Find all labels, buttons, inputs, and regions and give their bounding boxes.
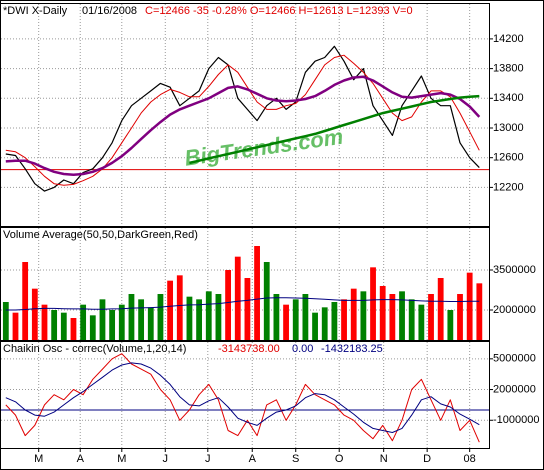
- volume-bar: [118, 304, 125, 340]
- y-tick-label: 13800: [493, 63, 524, 75]
- volume-bar: [350, 288, 357, 340]
- volume-bar: [215, 294, 222, 340]
- x-tick-label: M: [34, 453, 43, 465]
- y-tick-label: 5000000: [493, 353, 536, 365]
- x-tick-label: A: [77, 453, 85, 465]
- volume-bar: [457, 294, 463, 340]
- volume-bar: [379, 286, 386, 340]
- volume-bar: [331, 302, 338, 340]
- readout: -1432183.25: [321, 343, 383, 355]
- volume-bar: [99, 299, 106, 340]
- volume-bar: [418, 304, 425, 340]
- series-line: [5, 45, 480, 192]
- volume-bar: [321, 307, 328, 340]
- volume-bar: [89, 315, 96, 340]
- price-panel: [0, 3, 490, 227]
- x-tick-label: J: [205, 453, 211, 465]
- readout: 0.00: [292, 343, 313, 355]
- volume-bar: [360, 291, 367, 340]
- x-tick-label: 08: [464, 453, 476, 465]
- volume-bar: [466, 272, 473, 340]
- volume-bar: [389, 294, 396, 340]
- volume-bar: [428, 294, 434, 340]
- volume-bar: [476, 283, 483, 340]
- chaikin-title: Chaikin Osc - correc(Volume,1,20,14): [3, 343, 186, 355]
- volume-bar: [31, 288, 38, 340]
- volume-bar: [205, 291, 212, 340]
- series-line: [5, 54, 480, 186]
- volume-panel: [0, 227, 490, 341]
- volume-bar: [60, 312, 67, 340]
- volume-bar: [408, 299, 415, 340]
- volume-bar: [302, 294, 309, 340]
- series-line: [5, 362, 480, 433]
- volume-bar: [225, 270, 231, 340]
- volume-bar: [254, 246, 260, 340]
- volume-bar: [244, 278, 251, 340]
- quote: C=12466 -35 -0.28% O=12466 H=12613 L=123…: [145, 5, 413, 17]
- y-tick-label: 13400: [493, 92, 524, 104]
- volume-bar: [147, 307, 154, 340]
- volume-bar: [273, 294, 280, 340]
- volume-bar: [22, 262, 29, 340]
- volume-bar: [109, 310, 116, 340]
- volume-bar: [12, 312, 19, 340]
- volume-bar: [70, 318, 77, 340]
- y-tick-label: 3500000: [493, 264, 536, 276]
- x-tick-label: A: [249, 453, 257, 465]
- readout: -3143738.00: [218, 343, 280, 355]
- volume-bar: [176, 275, 183, 340]
- volume-bar: [167, 280, 174, 340]
- volume-bar: [128, 294, 135, 340]
- volume-bar: [2, 302, 9, 340]
- volume-bar: [234, 256, 241, 340]
- y-tick-label: 2000000: [493, 383, 536, 395]
- volume-title: Volume Average(50,50,DarkGreen,Red): [3, 229, 198, 241]
- y-tick-label: 13000: [493, 122, 524, 134]
- volume-bar: [51, 310, 58, 340]
- volume-bar: [186, 296, 193, 340]
- volume-bar: [292, 299, 299, 340]
- symbol: *DWI X-Daily: [3, 5, 68, 17]
- x-tick-label: O: [335, 453, 344, 465]
- series-line: [5, 75, 481, 177]
- volume-bar: [263, 262, 270, 340]
- x-tick-label: D: [423, 453, 431, 465]
- x-tick-label: N: [380, 453, 388, 465]
- volume-bar: [80, 304, 87, 340]
- x-tick-label: S: [292, 453, 299, 465]
- y-tick-label: 12600: [493, 152, 524, 164]
- volume-bar: [370, 267, 376, 340]
- x-tick-label: M: [117, 453, 126, 465]
- x-tick-label: J: [163, 453, 169, 465]
- date: 01/16/2008: [82, 5, 137, 17]
- volume-bar: [157, 294, 164, 340]
- volume-bar: [447, 310, 454, 340]
- volume-bar: [138, 299, 145, 340]
- y-tick-label: 12200: [493, 181, 524, 193]
- volume-bar: [312, 312, 318, 340]
- y-tick-label: -1000000: [493, 414, 540, 426]
- volume-bar: [437, 278, 444, 340]
- chaikin-panel: [0, 341, 490, 449]
- volume-bar: [341, 299, 347, 340]
- y-tick-label: 2000000: [493, 304, 536, 316]
- series-line: [189, 94, 480, 165]
- volume-bar: [41, 304, 48, 340]
- y-tick-label: 14200: [493, 33, 524, 45]
- average-line: [5, 297, 480, 311]
- volume-bar: [283, 304, 289, 340]
- volume-bar: [196, 299, 202, 340]
- series-line: [5, 353, 480, 443]
- volume-bar: [399, 291, 405, 340]
